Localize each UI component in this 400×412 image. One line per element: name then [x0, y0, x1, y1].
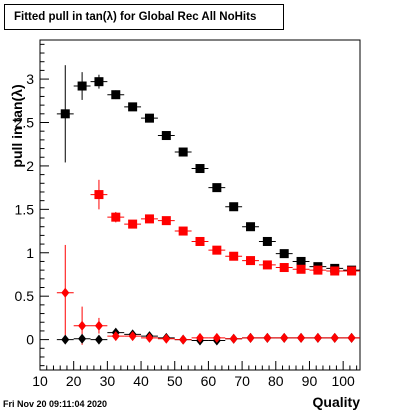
data-point-diamond	[145, 332, 154, 343]
data-point-square	[195, 236, 205, 246]
data-point-square	[60, 109, 70, 119]
data-point-square	[229, 202, 239, 212]
data-point-square	[111, 90, 121, 100]
data-point-square	[246, 222, 256, 232]
data-point-square	[195, 164, 205, 174]
plot-frame	[39, 39, 361, 371]
data-point-square	[111, 212, 121, 222]
data-point-diamond	[61, 334, 70, 345]
x-axis-label: Quality	[312, 394, 360, 410]
data-point-square	[178, 226, 188, 236]
data-point-diamond	[78, 333, 87, 344]
x-tick-label: 30	[100, 373, 116, 389]
y-tick-label: 2.5	[15, 115, 35, 131]
data-point-diamond	[196, 332, 204, 343]
x-tick-label: 20	[66, 373, 82, 389]
data-point-diamond	[212, 332, 221, 343]
data-point-square	[161, 216, 171, 226]
data-point-square	[296, 256, 306, 266]
y-tick-label: 1.5	[15, 201, 35, 217]
timestamp: Fri Nov 20 09:11:04 2020	[3, 399, 108, 409]
markers-layer	[60, 77, 357, 346]
data-point-square	[94, 77, 104, 87]
data-point-diamond	[78, 320, 87, 331]
data-point-square	[161, 131, 171, 141]
error-bars-layer	[56, 65, 360, 345]
data-point-square	[77, 81, 87, 91]
data-point-square	[144, 214, 154, 224]
data-point-diamond	[179, 334, 188, 345]
data-point-diamond	[162, 333, 171, 344]
data-point-square	[262, 236, 272, 246]
x-tick-label: 10	[32, 373, 48, 389]
data-point-square	[313, 265, 323, 275]
x-tick-label: 60	[201, 373, 217, 389]
data-point-diamond	[347, 332, 356, 343]
x-tick-label: 80	[268, 373, 284, 389]
chart-title: Fitted pull in tan(λ) for Global Rec All…	[14, 11, 257, 23]
data-point-diamond	[330, 332, 339, 343]
y-tick-label: 0	[26, 332, 34, 348]
data-point-square	[212, 183, 222, 193]
x-tick-label: 40	[133, 373, 149, 389]
data-point-square	[279, 249, 289, 259]
data-point-diamond	[280, 332, 289, 343]
data-point-square	[212, 245, 222, 255]
data-point-square	[246, 256, 256, 266]
data-point-diamond	[111, 331, 120, 342]
y-tick-label: 0.5	[15, 288, 35, 304]
data-point-square	[347, 266, 357, 276]
data-point-square	[144, 113, 154, 123]
x-tick-label: 50	[167, 373, 183, 389]
data-point-square	[94, 190, 104, 200]
data-point-diamond	[61, 287, 70, 298]
x-tick-label: 90	[302, 373, 318, 389]
y-tick-label: 3	[26, 71, 34, 87]
y-axis-label: pull in tan(λ)	[9, 84, 25, 168]
data-point-square	[330, 266, 340, 276]
data-point-square	[262, 260, 272, 270]
data-point-square	[128, 219, 138, 229]
data-point-square	[279, 263, 289, 273]
x-tick-label: 100	[331, 373, 355, 389]
x-tick-label: 70	[234, 373, 250, 389]
data-point-diamond	[297, 332, 306, 343]
data-point-square	[128, 102, 138, 112]
data-point-diamond	[229, 333, 238, 344]
data-point-diamond	[128, 331, 137, 342]
data-point-square	[178, 147, 188, 157]
y-tick-label: 2	[26, 158, 34, 174]
chart-title-box: Fitted pull in tan(λ) for Global Rec All…	[4, 4, 284, 30]
data-point-square	[229, 251, 239, 261]
data-point-diamond	[263, 332, 272, 343]
y-tick-label: 1	[26, 245, 34, 261]
data-point-diamond	[246, 332, 255, 343]
data-point-diamond	[94, 334, 103, 345]
data-point-diamond	[94, 320, 103, 331]
axes-layer: 10 20 30 40 50 60 70 80 90 100 0 0.5 1 1.5 2 2.5 3	[15, 43, 358, 389]
data-point-square	[296, 264, 306, 274]
data-point-diamond	[313, 332, 322, 343]
